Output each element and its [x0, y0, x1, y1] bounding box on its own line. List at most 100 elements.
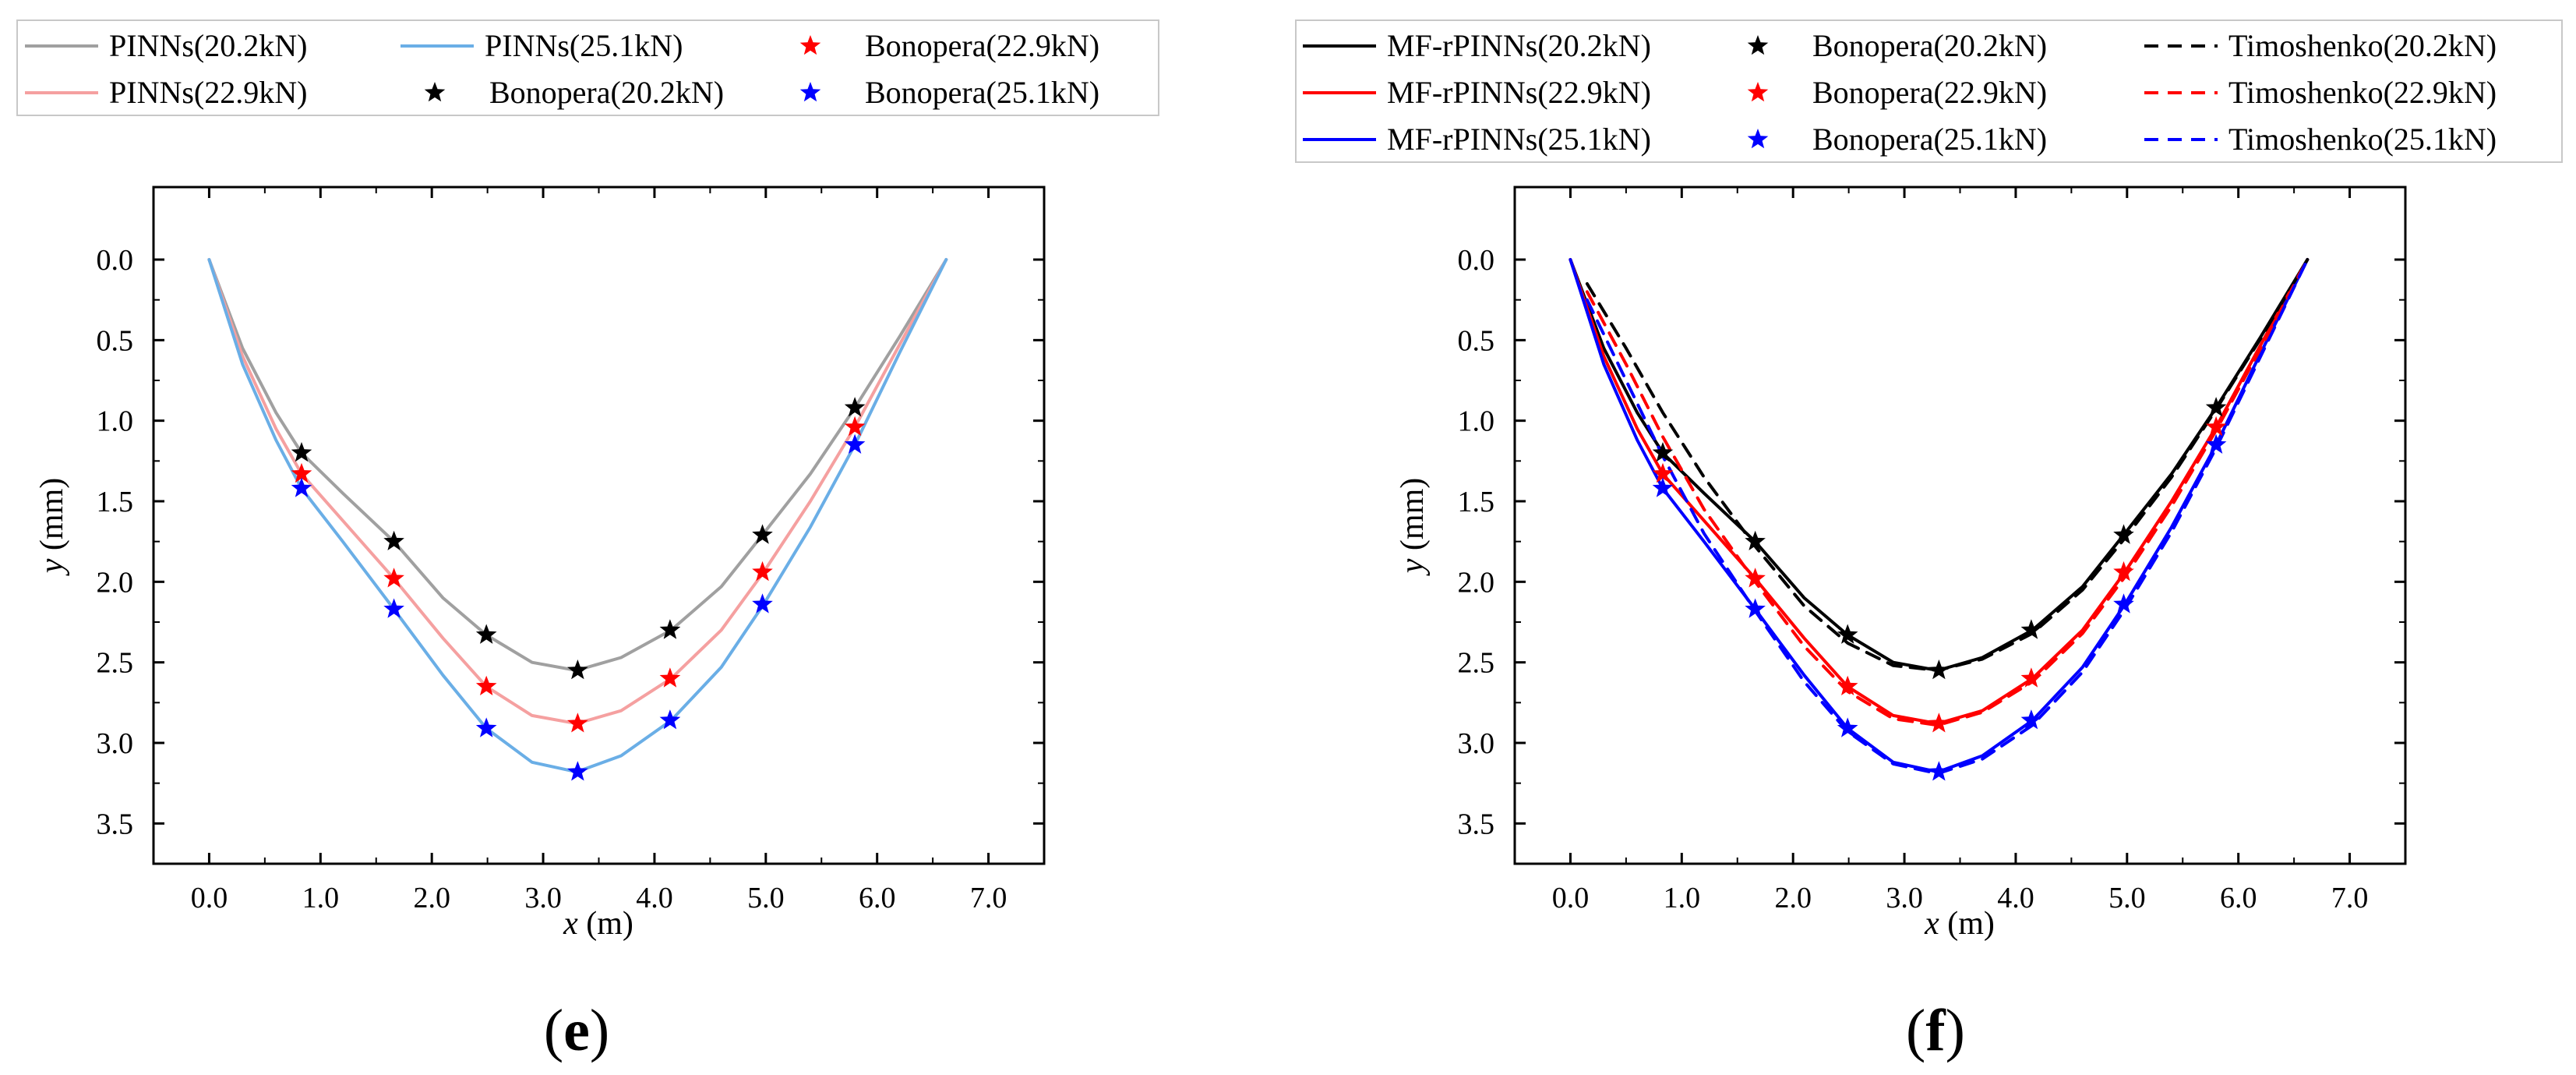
- axis-ticks: 0.0 1.0 2.0 3.0 4.0 5.0 6.0 7.0 0.0 0.5 1.0 1.5 2.0 2…: [1458, 187, 2405, 914]
- panel-letter: f: [1925, 998, 1946, 1063]
- data-point-bonopera-25-1kn: [844, 433, 866, 454]
- data-point-bonopera-22-9kn: [567, 713, 588, 733]
- data-point-bonopera-25-1kn: [475, 717, 497, 737]
- data-point-bonopera-25-1kn: [2020, 709, 2042, 730]
- legend-item-timoshenko-20-2kn: Timoshenko(20.2kN): [2144, 28, 2497, 63]
- series-line-timoshenko-22-9kn: [1585, 258, 2310, 727]
- legend-item-mf-rpinns-20-2kn: MF-rPINNs(20.2kN): [1303, 28, 1651, 63]
- y-axis-unit: (mm): [34, 478, 70, 559]
- series-line-timoshenko-20-2kn: [1585, 258, 2310, 672]
- legend-item-pinns-22-9kn: PINNs(22.9kN): [25, 75, 307, 110]
- data-point-bonopera-20-2kn: [475, 624, 497, 644]
- x-tick-label: 7.0: [970, 882, 1007, 914]
- legend-item-mf-rpinns-22-9kn: MF-rPINNs(22.9kN): [1303, 75, 1651, 110]
- data-point-bonopera-20-2kn: [2113, 524, 2134, 544]
- data-point-bonopera-20-2kn: [1928, 659, 1950, 680]
- legend-label: Bonopera(25.1kN): [1812, 122, 2047, 157]
- y-axis-label: y (mm): [1395, 478, 1431, 576]
- x-axis-label: x (m): [563, 906, 633, 942]
- series-line-pinns-20-2kn: [207, 258, 948, 672]
- data-point-bonopera-25-1kn: [2113, 593, 2134, 614]
- y-tick-label: 3.0: [1458, 727, 1495, 760]
- x-tick-label: 0.0: [1552, 882, 1590, 914]
- y-tick-label: 1.0: [97, 405, 134, 438]
- x-axis-unit: (m): [578, 906, 633, 942]
- legend-item-bonopera-22-9kn: Bonopera(22.9kN): [799, 28, 1099, 63]
- data-point-bonopera-25-1kn: [1837, 717, 1858, 737]
- y-tick-label: 2.5: [1458, 647, 1495, 680]
- legend: MF-rPINNs(20.2kN) MF-rPINNs(22.9kN) MF-rPI…: [1303, 28, 2497, 157]
- data-point-bonopera-20-2kn: [844, 397, 866, 417]
- legend-label: Timoshenko(20.2kN): [2228, 28, 2497, 63]
- y-axis-unit: (mm): [1395, 478, 1431, 559]
- data-point-bonopera-20-2kn: [291, 442, 312, 462]
- legend-label: Timoshenko(25.1kN): [2228, 122, 2497, 157]
- legend-label: Bonopera(22.9kN): [1812, 75, 2047, 110]
- x-axis-unit: (m): [1939, 906, 1995, 942]
- data-point-bonopera-25-1kn: [383, 598, 404, 618]
- panel-f: MF-rPINNs(20.2kN) MF-rPINNs(22.9kN) MF-rPI…: [1295, 19, 2563, 1063]
- x-axis-label: x (m): [1924, 906, 1995, 942]
- data-point-bonopera-22-9kn: [1652, 462, 1674, 483]
- legend-item-timoshenko-22-9kn: Timoshenko(22.9kN): [2144, 75, 2497, 110]
- legend-swatch: [799, 82, 821, 102]
- y-tick-label: 2.5: [97, 647, 134, 680]
- series-line-mf-rpinns-22-9kn: [1569, 258, 2310, 726]
- y-tick-label: 0.0: [1458, 244, 1495, 277]
- legend-frame: [16, 19, 1159, 116]
- data-point-bonopera-20-2kn: [383, 530, 404, 550]
- legend-swatch: [799, 35, 821, 55]
- data-point-bonopera-22-9kn: [2113, 560, 2134, 582]
- data-point-bonopera-20-2kn: [567, 659, 588, 680]
- legend-item-pinns-25-1kn: PINNs(25.1kN): [401, 28, 683, 63]
- legend-item-timoshenko-25-1kn: Timoshenko(25.1kN): [2144, 122, 2497, 157]
- data-point-bonopera-25-1kn: [1652, 477, 1674, 497]
- data-point-bonopera-22-9kn: [844, 416, 866, 437]
- x-tick-label: 0.0: [191, 882, 228, 914]
- x-tick-label: 4.0: [636, 882, 673, 914]
- x-tick-label: 7.0: [2331, 882, 2369, 914]
- series-line-mf-rpinns-25-1kn: [1569, 258, 2310, 774]
- legend-label: PINNs(20.2kN): [109, 28, 307, 63]
- panel-letter: e: [563, 998, 590, 1063]
- y-tick-label: 1.5: [1458, 486, 1495, 518]
- data-point-bonopera-20-2kn: [659, 619, 681, 639]
- series-line-pinns-22-9kn: [207, 258, 948, 726]
- legend-item-pinns-20-2kn: PINNs(20.2kN): [25, 28, 307, 63]
- legend-item-bonopera-25-1kn: Bonopera(25.1kN): [1747, 122, 2047, 157]
- panel-label: (f): [1906, 998, 1965, 1063]
- series-line-pinns-25-1kn: [207, 258, 948, 774]
- x-tick-label: 1.0: [302, 882, 340, 914]
- legend-frame: [1295, 19, 2563, 163]
- panel-label: (e): [544, 998, 609, 1063]
- y-tick-label: 3.5: [97, 808, 134, 840]
- legend-item-bonopera-22-9kn: Bonopera(22.9kN): [1747, 75, 2047, 110]
- panel-e: PINNs(20.2kN) PINNs(22.9kN) PINNs(25.1kN) B…: [16, 19, 1159, 1063]
- y-axis-var: y: [34, 558, 70, 576]
- x-tick-label: 6.0: [859, 882, 896, 914]
- legend-label: Timoshenko(22.9kN): [2228, 75, 2497, 110]
- x-tick-label: 2.0: [1774, 882, 1812, 914]
- x-tick-label: 5.0: [747, 882, 785, 914]
- data-point-bonopera-20-2kn: [1652, 442, 1674, 462]
- data-point-bonopera-22-9kn: [1928, 713, 1950, 733]
- x-axis-var: x: [1924, 906, 1939, 942]
- x-tick-label: 2.0: [413, 882, 450, 914]
- y-tick-label: 1.5: [97, 486, 134, 518]
- data-point-bonopera-25-1kn: [752, 593, 773, 614]
- legend-item-bonopera-25-1kn: Bonopera(25.1kN): [799, 75, 1099, 110]
- axis-ticks: 0.0 1.0 2.0 3.0 4.0 5.0 6.0 7.0 0.0 0.5 1.0 1.5 2.0 2…: [97, 187, 1044, 914]
- x-tick-label: 1.0: [1664, 882, 1701, 914]
- y-tick-label: 2.0: [97, 566, 134, 599]
- y-tick-label: 0.5: [1458, 324, 1495, 357]
- legend-swatch: [424, 82, 446, 102]
- data-point-bonopera-22-9kn: [2205, 416, 2227, 437]
- legend-label: Bonopera(20.2kN): [489, 75, 724, 110]
- data-point-bonopera-25-1kn: [1745, 598, 1766, 618]
- data-point-bonopera-22-9kn: [383, 568, 404, 588]
- legend-label: Bonopera(20.2kN): [1812, 28, 2047, 63]
- data-point-bonopera-22-9kn: [2020, 667, 2042, 688]
- legend-label: PINNs(22.9kN): [109, 75, 307, 110]
- y-tick-label: 0.0: [97, 244, 134, 277]
